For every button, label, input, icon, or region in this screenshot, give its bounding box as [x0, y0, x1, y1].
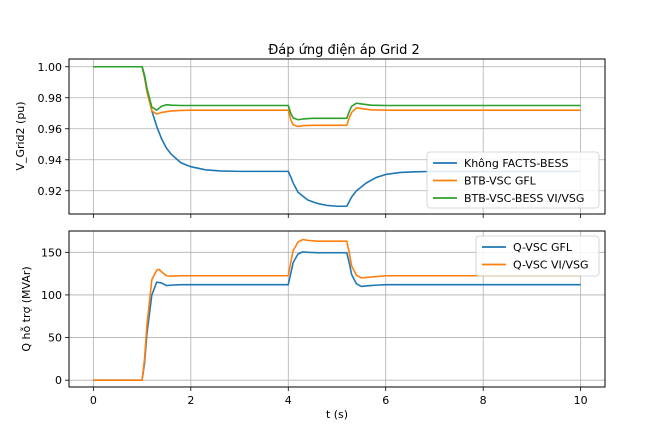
legend-label: Q-VSC VI/VSG	[513, 259, 588, 272]
x-tick-label: 8	[480, 394, 487, 407]
x-tick-label: 4	[285, 394, 292, 407]
q-legend: Q-VSC GFL Q-VSC VI/VSG	[475, 235, 600, 277]
series-line	[93, 238, 581, 381]
voltage-legend: Không FACTS-BESS BTB-VSC GFL BTB-VSC-BESS …	[426, 151, 600, 209]
y-tick-label: 0.96	[38, 123, 63, 136]
legend-label: Không FACTS-BESS	[464, 157, 568, 170]
series-line	[93, 251, 581, 381]
legend-box	[426, 151, 600, 209]
x-tick-label: 2	[187, 394, 194, 407]
voltage-panel: 0.92 0.94 0.96 0.98 1.00 V_Grid2 (pu) Không …	[14, 58, 606, 218]
x-axis-label: t (s)	[326, 408, 348, 421]
voltage-y-axis-label: V_Grid2 (pu)	[14, 101, 27, 170]
y-tick-label: 100	[41, 289, 62, 302]
voltage-axes-frame	[68, 58, 606, 215]
legend-label: Q-VSC GFL	[513, 241, 573, 254]
series-line	[93, 65, 581, 128]
q-axes-frame	[68, 230, 606, 388]
q-series	[93, 238, 581, 381]
y-tick-label: 0	[55, 374, 62, 387]
x-tick-label: 6	[382, 394, 389, 407]
legend-box	[475, 235, 600, 277]
x-tick-label: 10	[574, 394, 588, 407]
y-tick-label: 0.92	[38, 185, 63, 198]
series-line	[93, 65, 581, 208]
voltage-ticks: 0.92 0.94 0.96 0.98 1.00	[38, 61, 582, 218]
legend-label: BTB-VSC GFL	[464, 175, 537, 188]
series-line	[93, 65, 581, 121]
y-tick-label: 150	[41, 246, 62, 259]
legend-label: BTB-VSC-BESS VI/VSG	[464, 192, 584, 205]
voltage-series	[93, 65, 581, 208]
q-y-axis-label: Q hỗ trợ (MVAr)	[20, 266, 33, 351]
x-tick-label: 0	[90, 394, 97, 407]
chart-title: Đáp ứng điện áp Grid 2	[268, 43, 420, 58]
y-tick-label: 1.00	[38, 61, 63, 74]
y-tick-label: 0.98	[38, 92, 63, 105]
y-tick-label: 0.94	[38, 154, 63, 167]
y-tick-label: 50	[48, 332, 62, 345]
